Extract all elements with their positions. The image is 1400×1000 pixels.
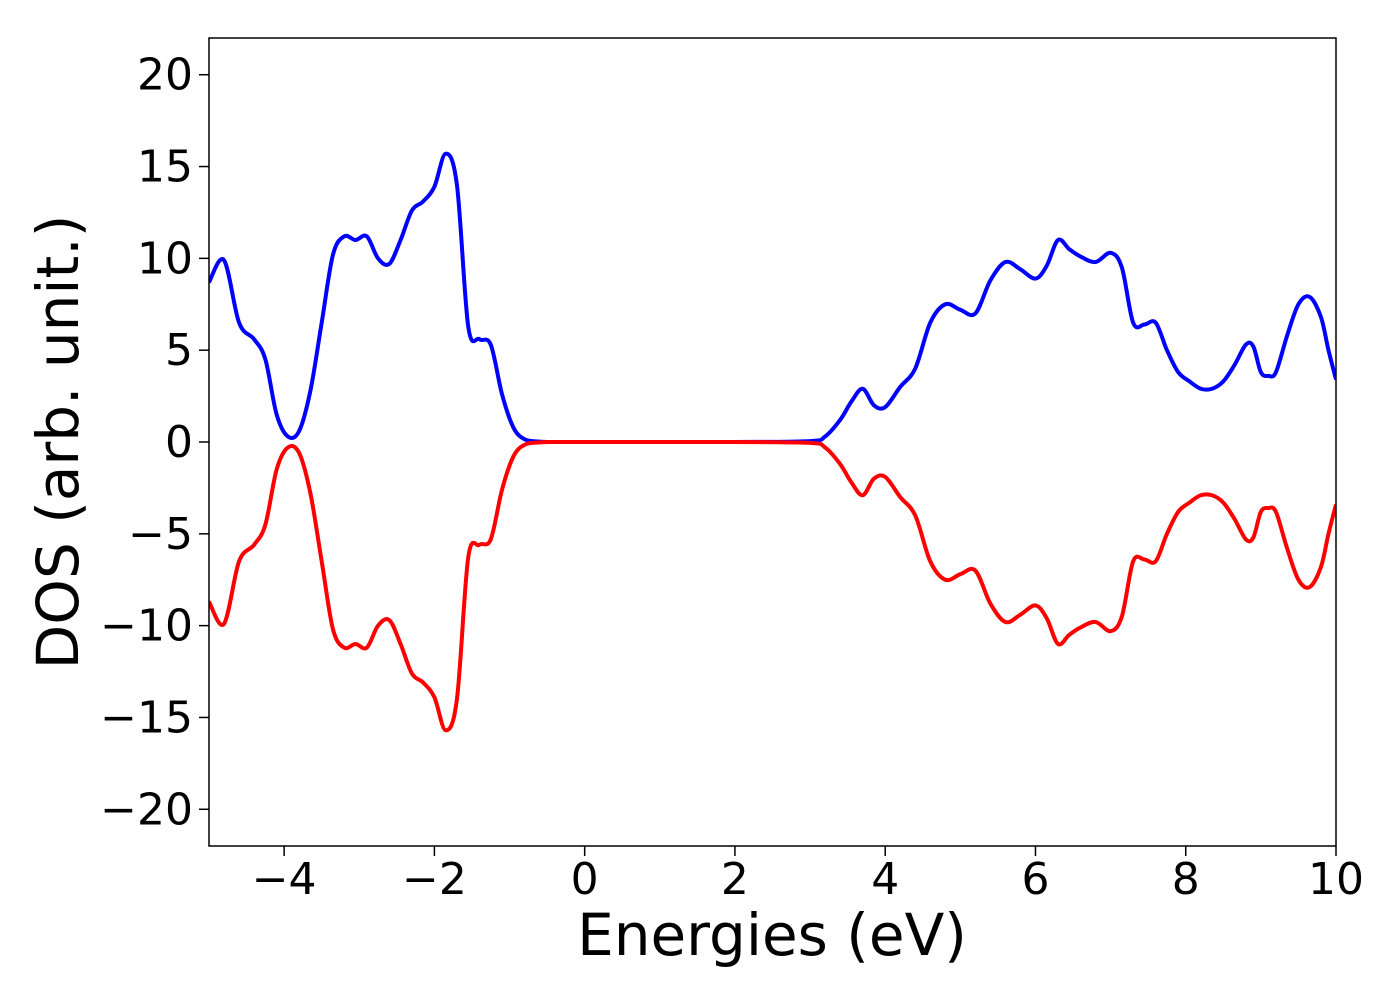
x-tick-label: 2 (721, 854, 749, 905)
y-tick-label: 20 (137, 50, 193, 101)
series-line-negative (209, 439, 1336, 733)
x-tick-label: 4 (871, 854, 899, 905)
x-tick-label: 10 (1308, 854, 1364, 905)
x-tick-label: −4 (252, 854, 317, 905)
x-tick-label: −2 (402, 854, 467, 905)
x-tick-label: 6 (1021, 854, 1049, 905)
series-layer (209, 151, 1336, 733)
y-axis-ticks: 20 15 10 5 0 −5 −10 −15 −20 (100, 50, 209, 835)
y-tick-label: 0 (165, 417, 193, 468)
y-axis-title: DOS (arb. unit.) (24, 215, 92, 670)
y-tick-label: 15 (137, 142, 193, 193)
y-tick-label: 10 (137, 233, 193, 284)
x-tick-label: 0 (571, 854, 599, 905)
x-axis-title: Energies (eV) (577, 901, 967, 969)
y-tick-label: −20 (100, 784, 193, 835)
y-tick-label: −15 (100, 692, 193, 743)
series-line-positive (209, 151, 1336, 445)
y-tick-label: −5 (128, 509, 193, 560)
y-tick-label: 5 (165, 325, 193, 376)
x-tick-label: 8 (1172, 854, 1200, 905)
y-tick-label: −10 (100, 601, 193, 652)
x-axis-ticks: −4 −2 0 2 4 6 8 10 (252, 846, 1364, 905)
